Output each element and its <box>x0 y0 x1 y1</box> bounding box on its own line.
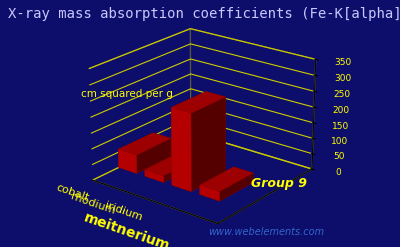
Text: www.webelements.com: www.webelements.com <box>208 227 324 237</box>
Text: cm squared per g: cm squared per g <box>82 89 173 99</box>
Text: X-ray mass absorption coefficients (Fe-K[alpha]): X-ray mass absorption coefficients (Fe-K… <box>8 7 400 21</box>
